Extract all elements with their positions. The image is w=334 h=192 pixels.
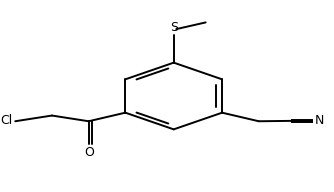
- Text: N: N: [315, 114, 324, 127]
- Text: O: O: [85, 146, 95, 159]
- Text: Cl: Cl: [0, 114, 13, 127]
- Text: S: S: [170, 21, 178, 34]
